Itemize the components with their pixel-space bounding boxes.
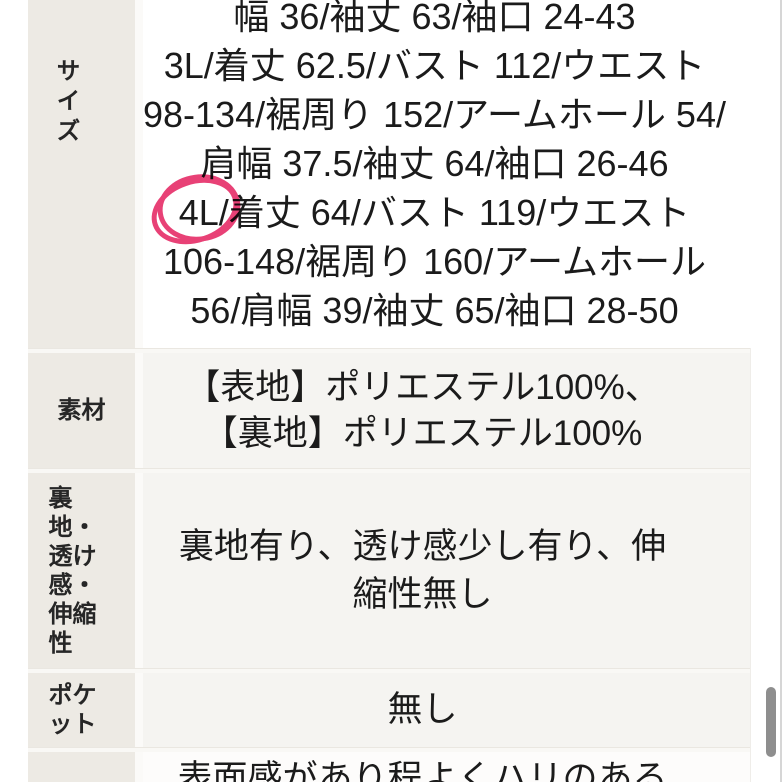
pocket-text: 無し (387, 690, 458, 729)
row-divider (28, 668, 750, 673)
size-line-3: 98-134/裾周り 152/アームホール 54/ (143, 93, 726, 135)
pocket-row-label-cell: ポケット (28, 673, 135, 747)
material-line-2: 【裏地】ポリエステル100% (202, 413, 643, 453)
lining-line-2: 縮性無し (352, 574, 493, 614)
material-row-content: 【表地】ポリエステル100%、 【裏地】ポリエステル100% (143, 353, 750, 468)
size-line-5-rest: /着丈 64/バスト 119/ウエスト (218, 191, 691, 233)
lining-label: 裏地・透け感・伸縮性 (48, 484, 97, 657)
size-line-5: 4L /着丈 64/バスト 119/ウエスト (143, 173, 726, 244)
size-measurements: 幅 36/袖丈 63/袖口 24-43 3L/着丈 62.5/バスト 112/ウ… (143, 0, 726, 335)
size-row-label-cell: サイズ (28, 0, 135, 348)
fabric-row-label-cell (28, 752, 135, 782)
row-divider (28, 747, 750, 752)
material-label: 素材 (57, 397, 106, 424)
size-line-4: 肩幅 37.5/袖丈 64/袖口 26-46 (200, 142, 669, 184)
table-row-material: 素材 【表地】ポリエステル100%、 【裏地】ポリエステル100% (28, 353, 750, 468)
spec-table: サイズ 幅 36/袖丈 63/袖口 24-43 3L/着丈 62.5/バスト 1… (28, 0, 774, 782)
size-label: サイズ (52, 58, 79, 148)
table-row-fabric-feel: 表面感があり程よくハリのある (28, 752, 750, 782)
lining-row-label-cell: 裏地・透け感・伸縮性 (28, 473, 135, 668)
table-row-lining: 裏地・透け感・伸縮性 裏地有り、透け感少し有り、伸 縮性無し (28, 473, 750, 668)
size-4l-text: 4L (178, 191, 219, 233)
size-line-7: 56/肩幅 39/袖丈 65/袖口 28-50 (190, 289, 679, 331)
row-divider (28, 348, 750, 353)
size-row-content: 幅 36/袖丈 63/袖口 24-43 3L/着丈 62.5/バスト 112/ウ… (143, 0, 774, 348)
lining-line-1: 裏地有り、透け感少し有り、伸 (178, 526, 667, 566)
table-row-size: サイズ 幅 36/袖丈 63/袖口 24-43 3L/着丈 62.5/バスト 1… (28, 0, 774, 348)
circled-size-4l: 4L (151, 173, 241, 244)
size-line-6: 106-148/裾周り 160/アームホール (163, 240, 706, 282)
row-divider (28, 468, 750, 473)
fabric-feel-text: 表面感があり程よくハリのある (177, 759, 668, 782)
table-row-pocket: ポケット 無し (28, 673, 750, 747)
size-line-2: 3L/着丈 62.5/バスト 112/ウエスト (163, 44, 706, 86)
size-line-1: 幅 36/袖丈 63/袖口 24-43 (233, 0, 636, 37)
window-right-edge (780, 0, 782, 782)
pocket-label: ポケット (48, 682, 97, 738)
pocket-row-content: 無し (143, 673, 750, 747)
material-line-1: 【表地】ポリエステル100%、 (185, 367, 660, 407)
material-text: 【表地】ポリエステル100%、 【裏地】ポリエステル100% (185, 365, 660, 457)
lining-text: 裏地有り、透け感少し有り、伸 縮性無し (179, 523, 666, 619)
fabric-row-content: 表面感があり程よくハリのある (143, 752, 750, 782)
material-row-label-cell: 素材 (28, 353, 135, 468)
scrollbar-thumb[interactable] (766, 687, 776, 757)
lining-row-content: 裏地有り、透け感少し有り、伸 縮性無し (143, 473, 750, 668)
